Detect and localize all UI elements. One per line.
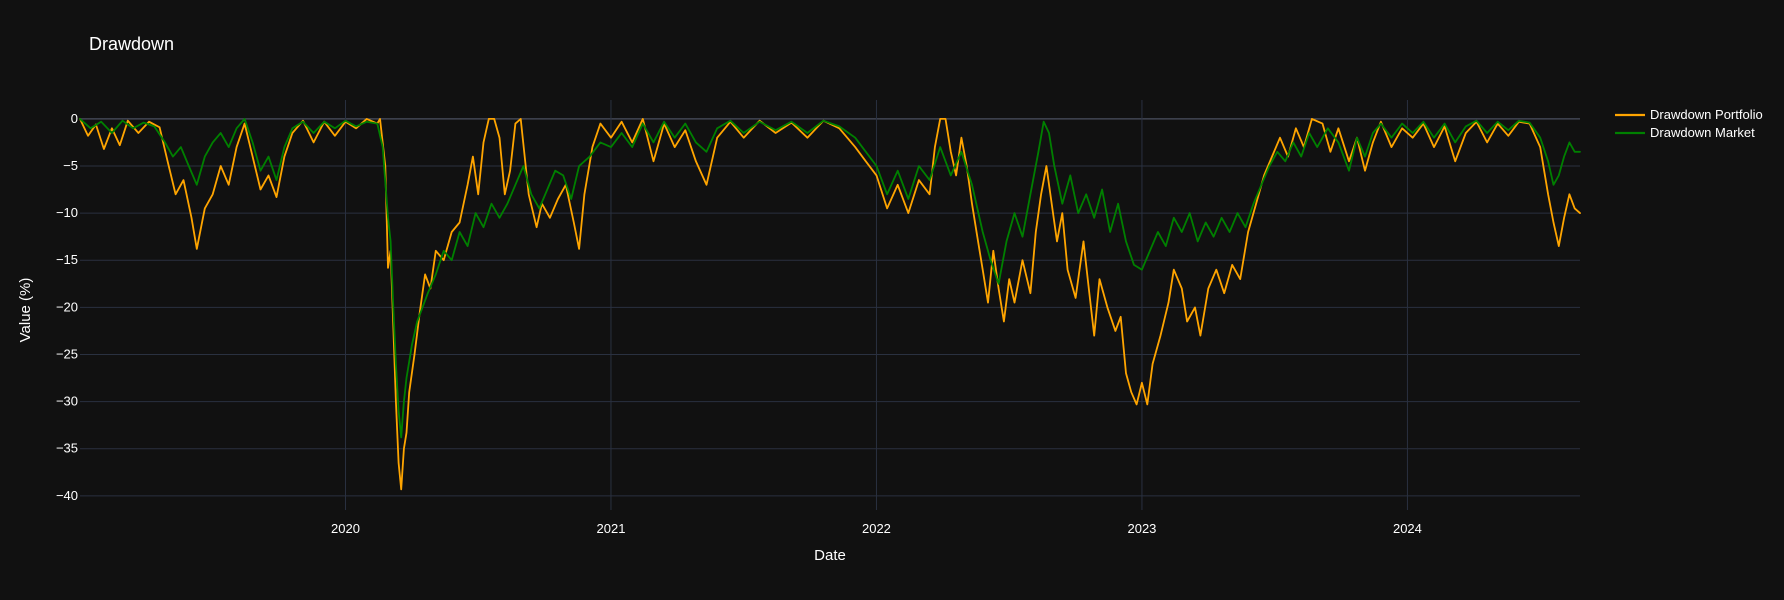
y-axis-ticks: 0 −5 −10 −15 −20 −25 −30 −35 −40 bbox=[56, 111, 78, 503]
y-tick-label: 0 bbox=[71, 111, 78, 126]
y-tick-label: −5 bbox=[63, 158, 78, 173]
x-tick-label: 2021 bbox=[597, 521, 626, 536]
legend: Drawdown Portfolio Drawdown Market bbox=[1615, 107, 1763, 140]
y-tick-label: −15 bbox=[56, 252, 78, 267]
y-tick-label: −25 bbox=[56, 346, 78, 361]
series-line-portfolio bbox=[79, 118, 1581, 491]
x-tick-label: 2023 bbox=[1127, 521, 1156, 536]
chart-title: Drawdown bbox=[89, 34, 174, 54]
legend-label: Drawdown Market bbox=[1650, 125, 1755, 140]
y-tick-label: −35 bbox=[56, 441, 78, 456]
x-tick-label: 2024 bbox=[1393, 521, 1422, 536]
x-axis-ticks: 2020 2021 2022 2023 2024 bbox=[331, 521, 1422, 536]
y-tick-label: −30 bbox=[56, 394, 78, 409]
legend-label: Drawdown Portfolio bbox=[1650, 107, 1763, 122]
x-axis-title: Date bbox=[814, 547, 846, 564]
y-tick-label: −10 bbox=[56, 205, 78, 220]
x-tick-label: 2020 bbox=[331, 521, 360, 536]
x-tick-label: 2022 bbox=[862, 521, 891, 536]
series-line-market bbox=[79, 118, 1581, 439]
series-lines bbox=[79, 118, 1581, 491]
y-axis-title: Value (%) bbox=[17, 278, 34, 343]
y-tick-label: −20 bbox=[56, 299, 78, 314]
y-tick-label: −40 bbox=[56, 488, 78, 503]
